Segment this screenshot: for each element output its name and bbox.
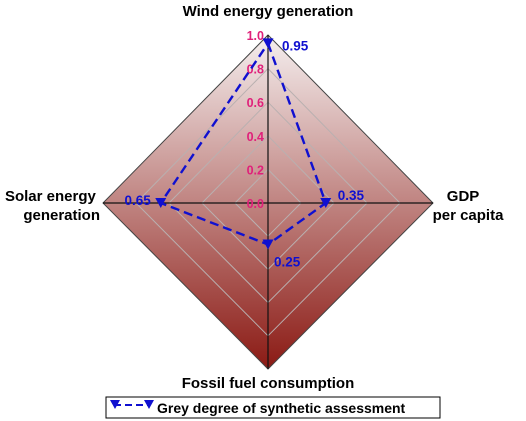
data-label-3: 0.25 [274,255,301,270]
data-marker-1 [262,38,274,49]
data-marker-2 [320,198,332,208]
data-marker-4 [155,198,167,208]
radar-spokes [103,35,433,369]
tick-label-3: 0.6 [247,96,264,110]
radial-tick-labels: 0.0 0.2 0.4 0.6 0.8 1.0 [247,29,264,211]
tick-label-4: 0.8 [247,63,264,77]
legend-box [105,396,441,419]
tick-label-0: 0.0 [247,197,264,211]
axis-title-right: GDP per capita [433,188,505,224]
data-label-1: 0.95 [282,38,309,53]
tick-label-2: 0.4 [247,130,264,144]
series-grey-degree: 0.95 0.35 0.25 0.65 [124,38,365,270]
legend-marker-right [144,400,154,409]
tick-label-5: 1.0 [247,29,264,43]
legend-marker-left [110,400,120,409]
axis-title-top: Wind energy generation [183,3,354,20]
legend: Grey degree of synthetic assessment [105,396,441,419]
legend-label: Grey degree of synthetic assessment [157,400,406,416]
tick-label-1: 0.2 [247,163,264,177]
data-marker-3 [262,239,274,250]
data-label-4: 0.65 [124,193,151,208]
data-label-2: 0.35 [338,188,365,203]
axis-title-bottom: Fossil fuel consumption [182,375,355,392]
axis-title-left: Solar energy generation [5,188,100,224]
